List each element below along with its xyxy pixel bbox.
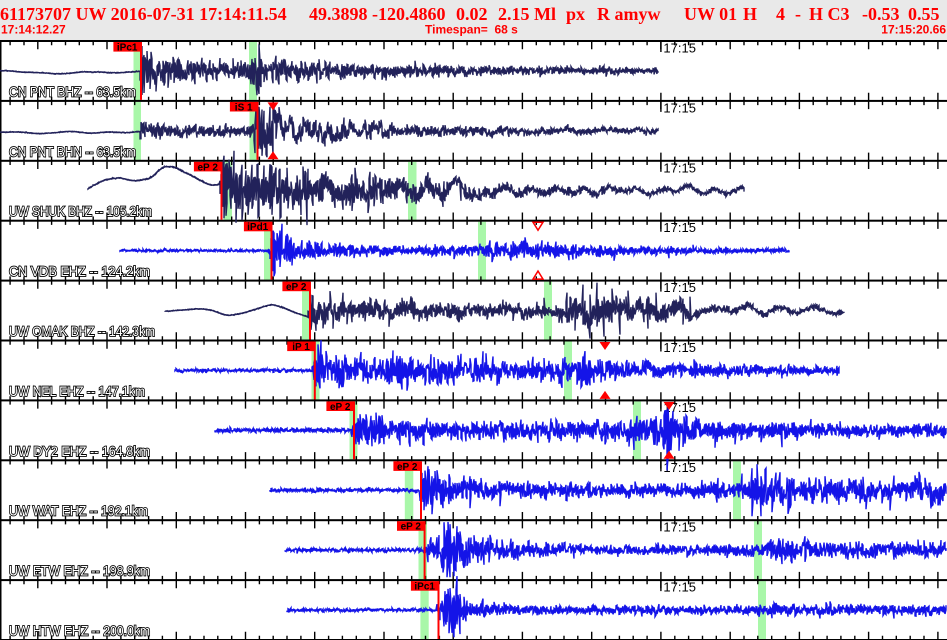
svg-text:61173707 UW 2016-07-31 17:14:1: 61173707 UW 2016-07-31 17:14:11.54 xyxy=(0,4,287,24)
svg-text:UW NEL EHZ -- 147.1km: UW NEL EHZ -- 147.1km xyxy=(9,383,145,399)
svg-text:iPc1: iPc1 xyxy=(117,43,138,54)
svg-text:H: H xyxy=(743,4,757,24)
svg-text:Timespan= 68 s: Timespan= 68 s xyxy=(425,23,518,37)
svg-text:17:15: 17:15 xyxy=(663,220,696,235)
svg-text:eP 2: eP 2 xyxy=(286,282,307,293)
svg-text:eP 2: eP 2 xyxy=(330,402,351,413)
svg-text:17:14:12.27: 17:14:12.27 xyxy=(1,23,66,37)
svg-text:17:15: 17:15 xyxy=(663,160,696,175)
svg-text:iPc1: iPc1 xyxy=(414,582,435,593)
svg-text:UW DY2 EHZ -- 164.8km: UW DY2 EHZ -- 164.8km xyxy=(9,443,150,459)
svg-text:R amyw: R amyw xyxy=(597,4,661,24)
svg-text:49.3898 -120.4860: 49.3898 -120.4860 xyxy=(309,4,446,24)
svg-text:CN PNT BHN -- 63.5km: CN PNT BHN -- 63.5km xyxy=(9,143,136,159)
svg-text:eP 2: eP 2 xyxy=(401,522,422,533)
svg-text:17:15: 17:15 xyxy=(663,280,696,295)
svg-text:17:15:20.66: 17:15:20.66 xyxy=(881,23,946,37)
svg-text:iS 1: iS 1 xyxy=(235,102,253,113)
svg-text:17:15: 17:15 xyxy=(663,580,696,595)
svg-text:17:15: 17:15 xyxy=(663,460,696,475)
svg-text:17:15: 17:15 xyxy=(663,520,696,535)
svg-text:UW SHUK BHZ -- 105.2km: UW SHUK BHZ -- 105.2km xyxy=(9,203,152,219)
svg-text:CN PNT BHZ -- 63.5km: CN PNT BHZ -- 63.5km xyxy=(9,83,136,99)
svg-text:-: - xyxy=(795,4,801,24)
svg-text:eP 2: eP 2 xyxy=(198,162,219,173)
svg-text:iP 1: iP 1 xyxy=(292,342,310,353)
svg-text:UW 01: UW 01 xyxy=(684,4,737,24)
svg-text:UW ETW EHZ -- 198.9km: UW ETW EHZ -- 198.9km xyxy=(9,563,150,579)
svg-text:px: px xyxy=(566,4,585,24)
svg-text:4: 4 xyxy=(776,4,785,24)
svg-text:H C3: H C3 xyxy=(809,4,850,24)
svg-text:0.55: 0.55 xyxy=(908,4,940,24)
svg-text:17:15: 17:15 xyxy=(663,41,696,56)
svg-text:17:15: 17:15 xyxy=(663,340,696,355)
svg-text:-0.53: -0.53 xyxy=(862,4,900,24)
svg-text:CN VDB EHZ -- 124.2km: CN VDB EHZ -- 124.2km xyxy=(9,263,150,279)
svg-text:iPd1: iPd1 xyxy=(247,222,269,233)
svg-text:2.15 Ml: 2.15 Ml xyxy=(498,4,556,24)
svg-text:0.02: 0.02 xyxy=(456,4,488,24)
svg-text:UW WAT EHZ -- 192.1km: UW WAT EHZ -- 192.1km xyxy=(9,503,148,519)
svg-text:UW OMAK BHZ -- 142.3km: UW OMAK BHZ -- 142.3km xyxy=(9,323,155,339)
svg-text:17:15: 17:15 xyxy=(663,100,696,115)
svg-text:eP 2: eP 2 xyxy=(397,462,418,473)
svg-text:UW HTW EHZ -- 200.0km: UW HTW EHZ -- 200.0km xyxy=(9,623,150,639)
